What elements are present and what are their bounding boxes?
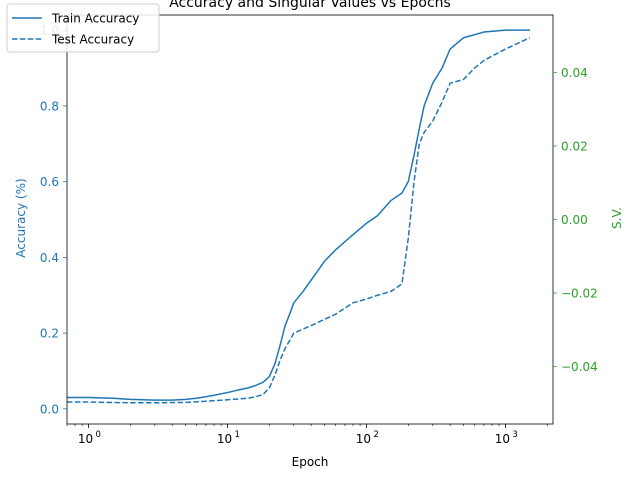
- chart-title: Accuracy and Singular Values vs Epochs: [169, 0, 451, 11]
- y2-tick-label-2: 0.00: [561, 213, 588, 227]
- y-tick-label-4: 0.8: [40, 99, 59, 113]
- x-axis-label: Epoch: [292, 455, 329, 469]
- x-tick-label-3: 10: [495, 432, 510, 446]
- x-tick-exponent-2: 2: [373, 430, 378, 440]
- legend-box: [6, 3, 160, 53]
- x-tick-exponent-3: 3: [512, 430, 517, 440]
- x-tick-label-2: 10: [356, 432, 371, 446]
- x-tick-exponent-0: 0: [96, 430, 101, 440]
- y2-tick-label-3: 0.02: [561, 139, 588, 153]
- series-line-train-accuracy: [67, 29, 530, 401]
- y-tick-label-3: 0.6: [40, 175, 59, 189]
- y2-axis-label: S.V.: [610, 207, 624, 229]
- y-tick-label-2: 0.4: [40, 251, 59, 265]
- legend: Train Accuracy Test Accuracy: [6, 3, 160, 53]
- legend-label-train: Train Accuracy: [51, 12, 139, 26]
- plot-area: 1001011021030.00.20.40.60.81.0−0.04−0.02…: [40, 14, 598, 446]
- y-axis-label: Accuracy (%): [14, 178, 28, 257]
- y-tick-label-1: 0.2: [40, 327, 59, 341]
- series-line-test-accuracy: [67, 37, 531, 404]
- x-tick-label-0: 10: [78, 432, 93, 446]
- x-tick-exponent-1: 1: [234, 430, 239, 440]
- y2-tick-label-4: 0.04: [561, 66, 588, 80]
- y2-tick-label-0: −0.04: [561, 360, 598, 374]
- x-tick-label-1: 10: [217, 432, 232, 446]
- y2-tick-label-1: −0.02: [561, 287, 598, 301]
- legend-label-test: Test Accuracy: [51, 33, 134, 47]
- y-tick-label-0: 0.0: [40, 402, 59, 416]
